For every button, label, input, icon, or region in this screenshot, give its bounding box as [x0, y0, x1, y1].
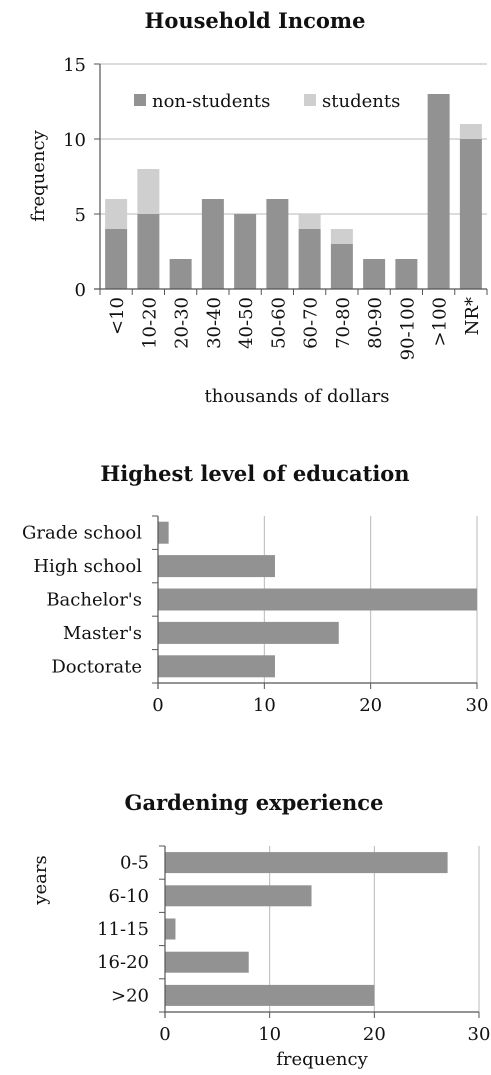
bar-non-students-30-40	[201, 199, 224, 289]
y-tick-label: 15	[63, 55, 86, 76]
bar-6-10	[165, 885, 312, 907]
household-income-bars	[105, 94, 482, 289]
x-tick-label: 0	[159, 1024, 170, 1045]
category-label: 11-15	[97, 919, 149, 940]
bar-students-lt10	[105, 199, 128, 229]
x-tick-label: 60-70	[301, 297, 322, 349]
education-bars	[158, 521, 477, 678]
legend-swatch-non-students	[134, 94, 146, 106]
education-title: Highest level of education	[100, 461, 409, 486]
household-income-y-axis-label: frequency	[28, 129, 49, 221]
x-tick-label: 20	[359, 695, 382, 716]
gardening-chart: Gardening experience 0-5 6-10 11-15 16-20 >2…	[30, 790, 490, 1070]
category-label: Bachelor's	[46, 590, 142, 611]
bar-gt20	[165, 984, 375, 1006]
education-chart: Highest level of education Grade school H…	[22, 461, 488, 716]
category-label: High school	[33, 556, 142, 577]
x-tick-label: 10-20	[139, 297, 160, 349]
education-x-ticks: 0 10 20 30	[152, 695, 488, 716]
gardening-category-labels: 0-5 6-10 11-15 16-20 >20	[97, 853, 149, 1007]
x-tick-label: 40-50	[236, 297, 257, 349]
bar-non-students-90-100	[395, 259, 418, 289]
gardening-axes	[159, 845, 480, 1018]
bar-non-students-lt10	[105, 229, 128, 289]
bar-non-students-50-60	[266, 199, 289, 289]
gardening-bars	[165, 852, 448, 1006]
bar-bachelors	[158, 588, 477, 611]
household-income-gridlines	[100, 63, 487, 215]
y-tick-label: 10	[63, 130, 86, 151]
bar-doctorate	[158, 655, 275, 678]
bar-students-70-80	[330, 229, 353, 244]
bar-non-students-80-90	[363, 259, 386, 289]
x-tick-label: 30	[468, 1024, 491, 1045]
gardening-x-ticks: 0 10 20 30	[159, 1024, 490, 1045]
category-label: 0-5	[120, 853, 149, 874]
category-label: Grade school	[22, 523, 142, 544]
x-tick-label: 30-40	[204, 297, 225, 349]
legend-swatch-students	[304, 94, 316, 106]
x-tick-label: 10	[253, 695, 276, 716]
bar-non-students-40-50	[234, 214, 257, 289]
bar-16-20	[165, 951, 249, 973]
x-tick-label: 20-30	[172, 297, 193, 349]
bar-non-students-60-70	[298, 229, 321, 289]
x-tick-label: <10	[107, 297, 128, 335]
x-tick-label: 20	[363, 1024, 386, 1045]
category-label: Doctorate	[51, 656, 142, 677]
education-axes	[152, 515, 478, 689]
category-label: 6-10	[109, 886, 149, 907]
x-tick-label: 10	[258, 1024, 281, 1045]
bar-students-60-70	[298, 214, 321, 229]
household-income-x-ticks: <10 10-20 20-30 30-40 40-50 50-60 60-70 70-80 80…	[107, 297, 483, 360]
bar-students-10-20	[137, 169, 160, 214]
bar-non-students-70-80	[330, 244, 353, 289]
legend-label-non-students: non-students	[152, 91, 270, 112]
x-tick-label: 80-90	[365, 297, 386, 349]
gardening-x-axis-label: frequency	[276, 1049, 368, 1070]
gardening-gridlines	[269, 846, 480, 1012]
household-income-y-ticks: 0 5 10 15	[63, 55, 86, 301]
bar-0-5	[165, 852, 448, 874]
household-income-legend: non-students students	[134, 91, 400, 112]
bar-non-students-20-30	[169, 259, 192, 289]
x-tick-label: 0	[152, 695, 163, 716]
y-tick-label: 5	[75, 205, 86, 226]
education-category-labels: Grade school High school Bachelor's Master'…	[22, 523, 142, 678]
household-income-title: Household Income	[144, 8, 365, 33]
x-tick-label: NR*	[462, 297, 483, 335]
x-tick-label: 50-60	[268, 297, 289, 349]
household-income-axes	[94, 63, 488, 295]
x-tick-label: >100	[430, 297, 451, 346]
x-tick-label: 70-80	[333, 297, 354, 349]
bar-students-nrstar	[459, 124, 482, 139]
bar-grade-school	[158, 521, 169, 544]
bar-non-students-10-20	[137, 214, 160, 289]
gardening-y-axis-label: years	[30, 855, 51, 905]
bar-non-students-nrstar	[459, 139, 482, 289]
bar-masters	[158, 621, 339, 644]
category-label: >20	[111, 985, 149, 1006]
x-tick-label: 30	[466, 695, 489, 716]
household-income-chart: Household Income 0 5 10 15 <10 10-20 20-30 30-…	[28, 8, 488, 407]
legend-label-students: students	[322, 91, 400, 112]
bar-11-15	[165, 918, 176, 940]
gardening-title: Gardening experience	[125, 790, 384, 815]
x-tick-label: 90-100	[397, 297, 418, 360]
bar-high-school	[158, 555, 275, 578]
bar-non-students-gt100	[427, 94, 450, 289]
y-tick-label: 0	[75, 280, 86, 301]
category-label: Master's	[63, 623, 142, 644]
category-label: 16-20	[97, 952, 149, 973]
household-income-x-axis-label: thousands of dollars	[205, 386, 390, 407]
